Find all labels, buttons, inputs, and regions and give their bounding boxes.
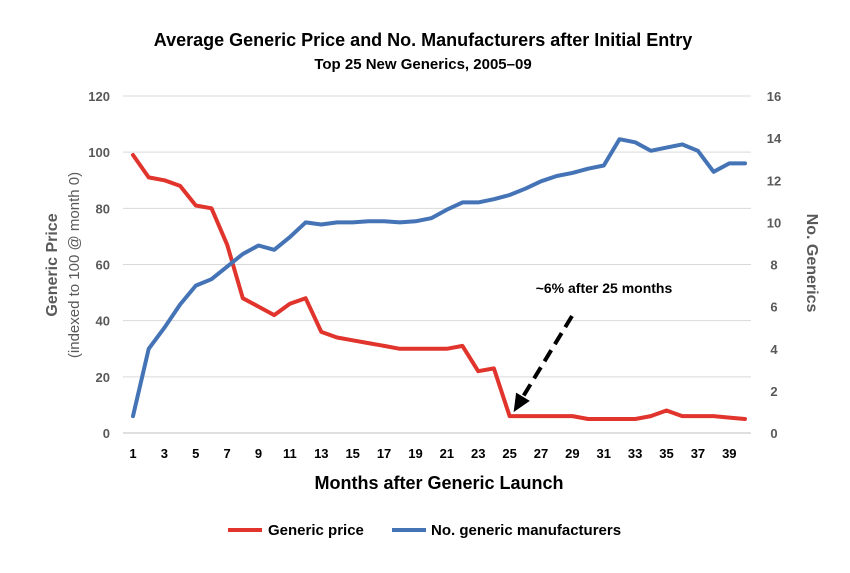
left-tick-label: 0 [103,426,110,441]
x-axis-title: Months after Generic Launch [314,473,563,493]
x-tick-label: 5 [192,446,199,461]
right-tick-label: 2 [770,384,777,399]
annotation-text: ~6% after 25 months [536,280,673,296]
x-tick-label: 23 [471,446,485,461]
generic-price-line [131,153,747,421]
left-axis-subtitle: (indexed to 100 @ month 0) [66,172,83,358]
x-tick-label: 17 [377,446,391,461]
x-tick-label: 15 [345,446,359,461]
right-axis-title: No. Generics [803,214,820,313]
x-tick-label: 21 [440,446,454,461]
x-tick-label: 13 [314,446,328,461]
right-tick-label: 8 [770,258,777,273]
left-tick-label: 80 [96,201,110,216]
left-axis-title: Generic Price [44,213,61,316]
x-tick-label: 25 [502,446,516,461]
x-tick-label: 33 [628,446,642,461]
x-tick-label: 29 [565,446,579,461]
generic-manufacturers-line [131,137,747,419]
right-tick-label: 16 [767,89,781,104]
right-tick-label: 10 [767,215,781,230]
x-tick-label: 11 [283,446,297,461]
x-axis-ticks: 1 3 5 7 9 11 13 15 17 19 21 23 25 27 29 31 33 35 37 39 [129,446,736,461]
annotation-arrow-line [521,314,574,398]
gridlines [123,95,751,434]
right-tick-label: 4 [770,342,778,357]
series-layer [131,137,747,421]
left-tick-label: 60 [96,258,110,273]
chart-subtitle: Top 25 New Generics, 2005–09 [314,56,531,73]
left-tick-label: 40 [96,314,110,329]
legend-label-generic-price: Generic price [268,522,364,539]
right-axis-ticks: 0 2 4 6 8 10 12 14 16 [767,89,782,441]
x-tick-label: 7 [224,446,231,461]
x-tick-label: 19 [408,446,422,461]
right-tick-label: 6 [770,300,777,315]
x-tick-label: 39 [722,446,736,461]
legend-label-no-generic-manufacturers: No. generic manufacturers [431,522,621,539]
legend: Generic price No. generic manufacturers [228,522,621,539]
left-tick-label: 20 [96,370,110,385]
x-tick-label: 9 [255,446,262,461]
x-tick-label: 3 [161,446,168,461]
right-tick-label: 0 [770,426,777,441]
left-tick-label: 100 [88,145,110,160]
right-tick-label: 14 [767,131,782,146]
left-tick-label: 120 [88,89,110,104]
annotation-arrow-head [513,392,530,413]
annotation: ~6% after 25 months [513,280,673,413]
x-tick-label: 35 [659,446,673,461]
x-tick-label: 27 [534,446,548,461]
right-tick-label: 12 [767,173,781,188]
chart-title: Average Generic Price and No. Manufactur… [154,30,693,50]
x-tick-label: 37 [691,446,705,461]
x-tick-label: 1 [129,446,136,461]
left-axis-ticks: 0 20 40 60 80 100 120 [88,89,110,441]
x-tick-label: 31 [597,446,611,461]
